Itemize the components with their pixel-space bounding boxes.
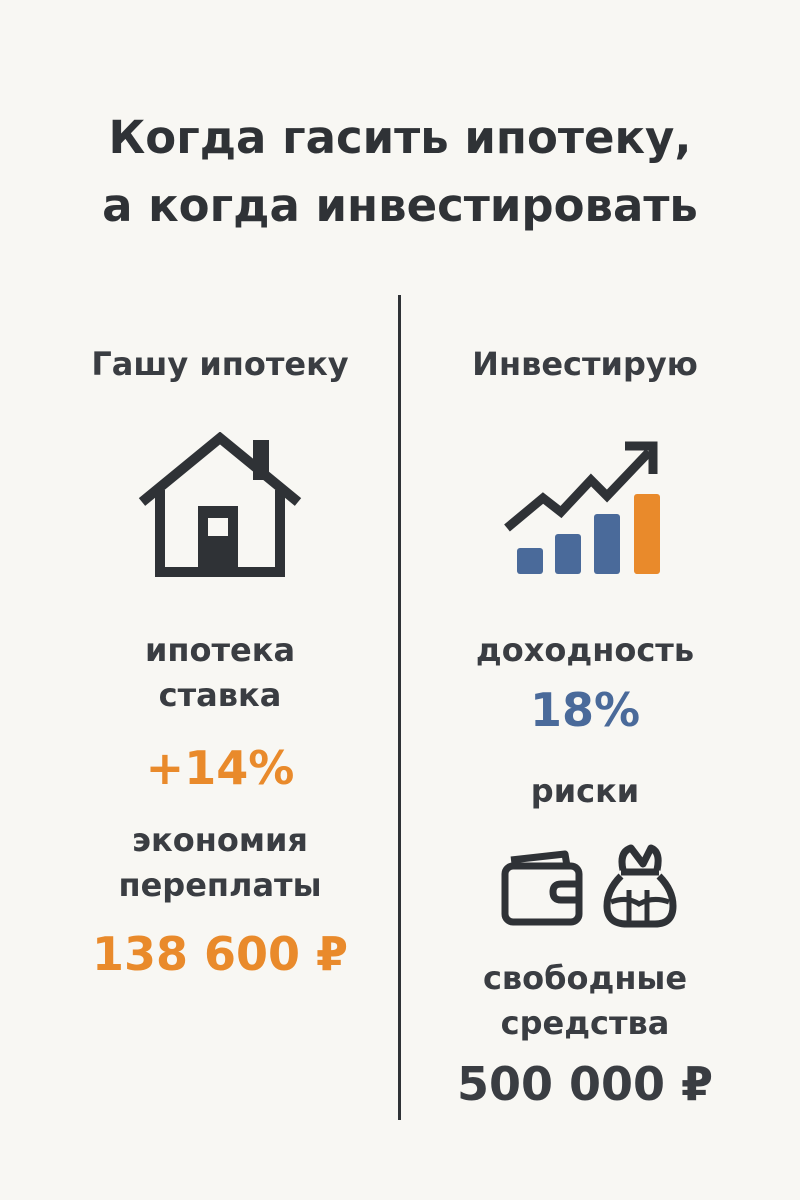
saving-value: 138 600 ₽ — [91, 927, 349, 981]
title-line-1: Когда гасить ипотеку, — [108, 111, 692, 164]
growth-chart-icon — [504, 441, 660, 574]
column-divider — [398, 295, 401, 1120]
mortgage-heading: Гашу ипотеку — [91, 345, 349, 383]
page-title: Когда гасить ипотеку, а когда инвестиров… — [0, 104, 800, 240]
wallet-icon — [501, 850, 583, 926]
mortgage-rate: +14% — [145, 741, 295, 795]
house-icon — [138, 432, 302, 577]
money-bag-icon — [603, 844, 677, 928]
mortgage-label-2: ставка — [158, 676, 282, 714]
risk-label: риски — [530, 772, 640, 810]
funds-label-1: свободные — [482, 959, 688, 997]
yield-value: 18% — [529, 683, 641, 737]
invest-heading: Инвестирую — [472, 345, 698, 383]
yield-label: доходность — [475, 631, 695, 669]
mortgage-label-1: ипотека — [144, 631, 296, 669]
saving-label-2: переплаты — [118, 866, 322, 904]
title-line-2: а когда инвестировать — [102, 179, 698, 232]
funds-label-2: средства — [500, 1004, 670, 1042]
saving-label-1: экономия — [132, 821, 308, 859]
funds-value: 500 000 ₽ — [456, 1057, 714, 1111]
